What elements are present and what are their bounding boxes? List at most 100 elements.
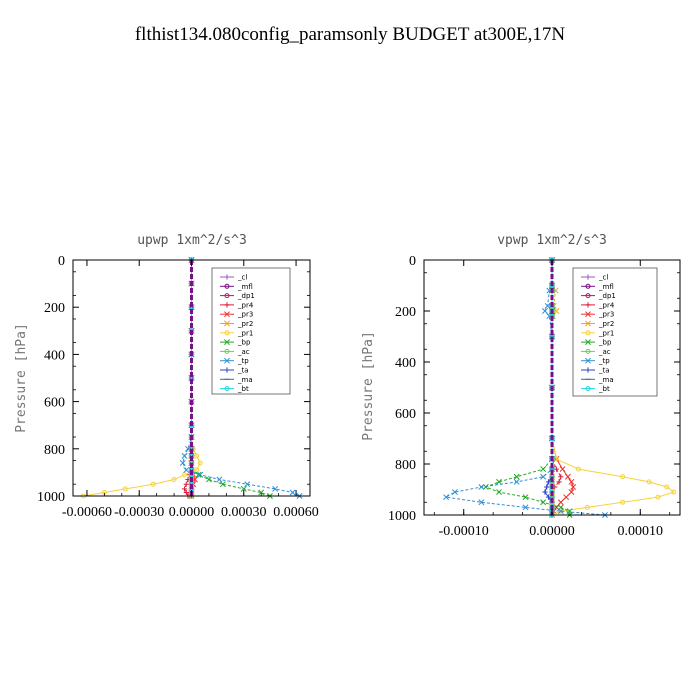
vpwp-point-pr3 bbox=[563, 494, 570, 501]
vpwp-point-tp bbox=[451, 489, 458, 496]
upwp-point-tp bbox=[179, 460, 186, 466]
upwp-legend-marker bbox=[224, 339, 230, 346]
upwp-legend-entry: _dp1 bbox=[237, 292, 255, 300]
upwp-panel: upwp 1xm^2/s^3 Pressure [hPa] -0.00060 -0… bbox=[14, 233, 319, 520]
vpwp-legend-marker bbox=[585, 311, 591, 318]
upwp-panel-title: upwp 1xm^2/s^3 bbox=[137, 233, 247, 248]
vpwp-legend-marker bbox=[585, 293, 591, 299]
upwp-legend-entry: _bt bbox=[237, 385, 249, 393]
upwp-point-bp bbox=[240, 485, 247, 492]
upwp-legend-entry: _pr1 bbox=[237, 329, 253, 337]
upwp-x-tick-label: -0.00030 bbox=[114, 505, 164, 520]
upwp-legend-entry: _cl bbox=[237, 274, 247, 282]
upwp-point-pr1 bbox=[122, 486, 128, 492]
vpwp-panel: vpwp 1xm^2/s^3 Pressure [hPa] -0.00010 0.… bbox=[361, 233, 681, 539]
vpwp-legend-entry: _ta bbox=[598, 367, 610, 375]
vpwp-legend-marker bbox=[585, 283, 591, 289]
vpwp-y-tick-label: 0 bbox=[409, 254, 416, 269]
vpwp-y-axis-label: Pressure [hPa] bbox=[361, 331, 376, 441]
upwp-legend-entry: _pr2 bbox=[237, 320, 253, 328]
vpwp-axis-ticks: -0.00010 0.00000 0.00010 0 200 400 600 800 1000 bbox=[388, 254, 680, 539]
upwp-point-tp bbox=[183, 467, 190, 473]
upwp-point-pr4 bbox=[183, 481, 189, 487]
vpwp-panel-title: vpwp 1xm^2/s^3 bbox=[497, 233, 607, 248]
vpwp-legend-entry: _bt bbox=[598, 385, 610, 393]
upwp-legend-entry: _mfl bbox=[237, 283, 253, 291]
vpwp-point-bp bbox=[496, 478, 502, 485]
upwp-legend-marker bbox=[224, 330, 230, 336]
vpwp-legend-entry: _ac bbox=[598, 348, 611, 356]
vpwp-point-tp bbox=[540, 473, 547, 480]
vpwp-point-bp bbox=[496, 489, 502, 496]
vpwp-point-pr4 bbox=[553, 466, 560, 472]
vpwp-point-pr4 bbox=[558, 474, 564, 480]
vpwp-point-bp bbox=[482, 483, 489, 490]
upwp-legend-entry: _tp bbox=[237, 357, 249, 365]
vpwp-legend-entry: _ma bbox=[598, 376, 614, 384]
vpwp-point-pr3 bbox=[559, 466, 566, 473]
vpwp-point-pr1 bbox=[646, 479, 652, 485]
vpwp-point-pr3 bbox=[564, 473, 571, 480]
upwp-point-tp bbox=[272, 485, 279, 492]
vpwp-legend-marker bbox=[585, 386, 591, 392]
vpwp-legend-entry: _pr4 bbox=[598, 301, 615, 309]
upwp-legend-marker bbox=[224, 386, 230, 392]
upwp-legend-marker bbox=[224, 311, 230, 318]
upwp-point-bp bbox=[195, 471, 202, 478]
upwp-legend-entry: _bp bbox=[237, 339, 251, 347]
vpwp-y-tick-label: 1000 bbox=[388, 509, 416, 524]
upwp-x-tick-label: 0.00030 bbox=[221, 505, 267, 520]
upwp-point-pr4 bbox=[181, 486, 188, 492]
upwp-point-pr1 bbox=[197, 460, 203, 466]
vpwp-series-bp bbox=[482, 257, 573, 518]
vpwp-series-layer bbox=[443, 257, 677, 518]
upwp-series-layer bbox=[80, 257, 303, 499]
upwp-series-line-pr1 bbox=[83, 260, 201, 497]
vpwp-point-tp bbox=[557, 508, 564, 515]
vpwp-y-tick-label: 200 bbox=[395, 305, 416, 320]
vpwp-point-tp bbox=[541, 308, 548, 314]
vpwp-legend: _cl_mfl_dp1_pr4_pr3_pr2_pr1_bp_ac_tp_ta_… bbox=[572, 267, 658, 397]
vpwp-point-bp bbox=[540, 499, 547, 506]
upwp-point-tp bbox=[197, 471, 204, 478]
upwp-y-axis-label: Pressure [hPa] bbox=[14, 323, 29, 433]
vpwp-legend-entry: _pr2 bbox=[598, 320, 614, 328]
vpwp-point-pr1 bbox=[620, 499, 626, 505]
vpwp-y-tick-label: 600 bbox=[395, 407, 416, 422]
vpwp-point-pr1 bbox=[620, 474, 626, 480]
upwp-legend-marker bbox=[224, 302, 230, 308]
upwp-legend: _cl_mfl_dp1_pr4_pr3_pr2_pr1_bp_ac_tp_ta_… bbox=[211, 267, 291, 395]
upwp-legend-entry: _ma bbox=[237, 376, 253, 384]
vpwp-point-pr3 bbox=[570, 483, 577, 490]
vpwp-point-bp bbox=[513, 473, 520, 480]
vpwp-legend-marker bbox=[585, 302, 591, 308]
vpwp-point-pr4 bbox=[556, 479, 562, 485]
figure-title: flthist134.080config_paramsonly BUDGET a… bbox=[135, 24, 566, 45]
upwp-y-tick-label: 400 bbox=[44, 348, 65, 363]
vpwp-x-tick-label: 0.00000 bbox=[529, 524, 575, 539]
upwp-point-bp bbox=[258, 489, 265, 496]
vpwp-legend-entry: _mfl bbox=[598, 283, 614, 291]
upwp-legend-marker bbox=[224, 293, 230, 299]
vpwp-point-ta bbox=[542, 489, 548, 495]
vpwp-x-tick-label: -0.00010 bbox=[439, 524, 489, 539]
upwp-point-pr1 bbox=[194, 467, 200, 473]
vpwp-legend-box bbox=[572, 267, 658, 397]
upwp-point-tp bbox=[181, 452, 188, 459]
vpwp-y-tick-label: 400 bbox=[395, 356, 416, 371]
vpwp-legend-marker bbox=[585, 274, 591, 280]
upwp-point-bp bbox=[219, 481, 226, 488]
upwp-point-tp bbox=[244, 481, 251, 488]
vpwp-point-pr1 bbox=[664, 484, 670, 490]
upwp-legend-marker bbox=[224, 348, 230, 354]
upwp-legend-marker bbox=[224, 283, 230, 289]
upwp-y-tick-label: 600 bbox=[44, 396, 65, 411]
vpwp-point-tp bbox=[522, 504, 529, 511]
vpwp-point-pr3 bbox=[568, 478, 575, 485]
vpwp-point-pr1 bbox=[671, 489, 677, 495]
vpwp-legend-marker bbox=[585, 339, 591, 346]
upwp-legend-entry: _pr3 bbox=[237, 311, 253, 319]
vpwp-series-line-bp bbox=[484, 260, 571, 515]
vpwp-point-ta bbox=[544, 484, 550, 490]
upwp-y-tick-label: 0 bbox=[58, 254, 65, 269]
